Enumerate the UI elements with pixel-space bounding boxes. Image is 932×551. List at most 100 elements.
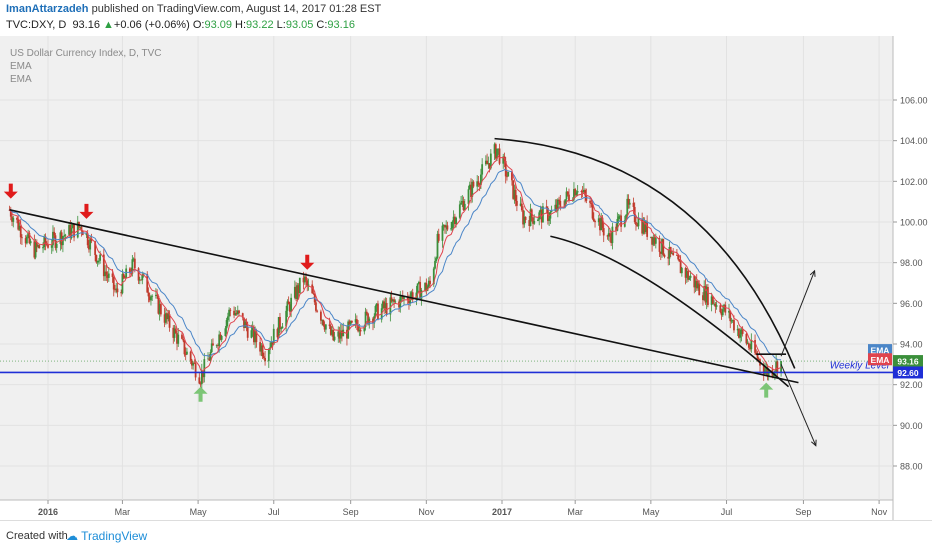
price-chart[interactable]: Weekly Level 106.00 104.00 102.00 100.00 98.… [0,36,932,520]
candle-body [390,297,393,302]
candle-body [298,277,301,293]
candle-body [417,282,420,284]
candle-body [212,343,214,346]
candle-body [515,200,518,206]
last-price: 93.16 [72,19,100,31]
candle-body [626,198,629,215]
candle-body [122,274,125,278]
candle-body [746,343,749,345]
candle-body [592,218,595,222]
candle-body [713,303,716,305]
candle-body [721,309,724,316]
candle-body [88,245,90,250]
projection-arrow-line [780,364,817,446]
upper-arc-trendline [494,137,796,369]
candle-body [494,144,497,159]
price-label-box [893,366,923,379]
candle-body [461,201,464,203]
candle-body [740,329,743,335]
candle-body [573,189,575,200]
candle-body [112,277,115,290]
legend-ema-1: EMA [10,61,32,72]
candle-body [445,225,448,228]
candle-body [176,333,178,344]
candle-body [372,318,374,324]
open-label: O: [192,19,205,31]
candle-body [321,319,324,321]
candle-body [27,233,30,237]
candle-body [168,314,171,328]
candle-body [738,328,740,338]
candle-body [636,224,639,227]
candle-body [24,238,27,244]
candle-body [116,288,119,293]
candle-body [729,310,732,322]
candle-body [442,224,445,226]
candle-body [685,271,688,278]
candle-body [437,233,440,241]
candle-body [654,237,657,244]
price-axis[interactable]: 106.00 104.00 102.00 100.00 98.00 96.00 94.00 9… [868,96,928,472]
author-link[interactable]: ImanAttarzadeh [6,3,89,15]
candle-body [17,219,20,230]
candle-body [186,351,188,355]
candle-body [217,345,219,347]
trendline [9,209,799,384]
price-label-text: EMA [871,346,890,356]
high-label: H: [235,19,247,31]
candle-body [410,292,413,297]
candle-body [663,254,666,257]
candle-body [472,181,475,187]
candle-body [554,204,557,211]
footer: Created with ☁ TradingView [0,520,932,551]
candle-body [391,299,394,302]
candle-body [35,242,38,247]
candle-body [450,228,453,230]
candle-body [163,314,166,323]
candle-body [146,273,149,293]
candle-body [89,238,92,250]
candle-body [295,286,297,300]
candle-body [484,160,487,165]
up-triangle-icon: ▲ [103,19,114,31]
candle-body [55,243,58,248]
candle-body [582,189,585,193]
candle-body [628,202,631,205]
candle-body [425,282,428,291]
candle-body [416,283,419,293]
candle-body [215,345,218,347]
candle-body [104,271,106,277]
candle-body [644,221,647,233]
candle-body [302,277,305,283]
candle-body [731,320,734,321]
candle-body [633,206,636,222]
candle-body [643,221,646,233]
candle-body [234,313,237,316]
time-axis[interactable]: 2016 Mar May Jul Sep Nov 2017 Mar May Jul Sep Nov [38,500,888,517]
candle-body [328,324,331,327]
tradingview-logo[interactable]: ☁ TradingView [66,529,147,543]
candle-body [111,273,114,278]
candle-body [470,184,472,197]
candle-body [756,354,759,360]
publish-info: ImanAttarzadeh published on TradingView.… [6,3,381,15]
candle-body [478,184,481,186]
candle-body [687,271,689,280]
candle-body [208,358,211,361]
candle-body [615,226,618,231]
candle-body [158,304,161,314]
candle-body [565,191,568,200]
candle-body [537,219,539,222]
candle-body [184,354,187,356]
candle-body [642,221,645,234]
candle-body [198,377,201,384]
candle-body [620,215,622,227]
candle-body [609,233,611,237]
candle-body [704,286,707,303]
symbol-label: TVC:DXY, D [6,19,67,31]
candle-body [711,296,714,304]
candle-body [331,329,333,335]
candle-body [724,304,727,313]
candle-body [568,194,570,201]
candle-body [600,217,603,231]
